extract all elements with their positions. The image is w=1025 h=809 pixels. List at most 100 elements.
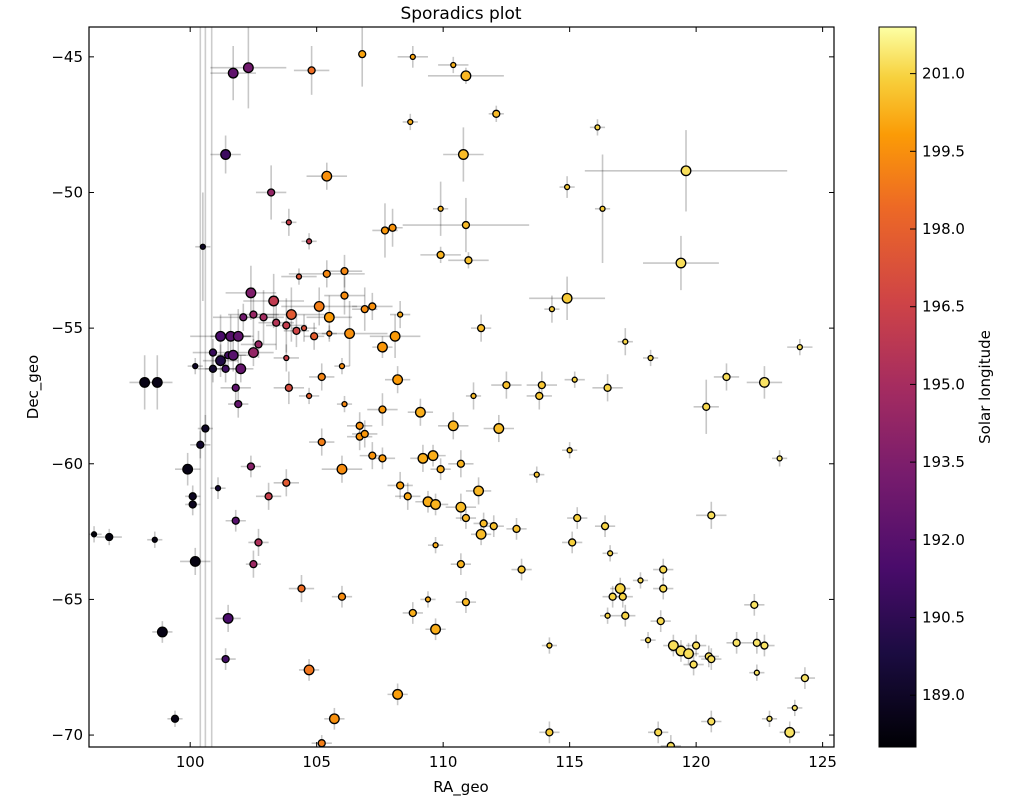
data-point xyxy=(680,165,692,177)
data-point xyxy=(512,524,521,534)
data-point xyxy=(392,374,404,386)
data-point xyxy=(791,704,798,712)
data-point xyxy=(614,583,626,595)
data-point xyxy=(151,536,158,543)
data-point xyxy=(683,648,694,660)
data-point xyxy=(407,118,414,126)
data-point xyxy=(603,383,612,392)
data-point xyxy=(300,324,308,332)
data-point xyxy=(272,318,281,327)
data-point xyxy=(199,243,206,250)
data-point xyxy=(408,608,417,618)
x-tick-label: 100 xyxy=(176,753,205,771)
data-point xyxy=(326,330,333,337)
data-point xyxy=(656,616,665,626)
data-point xyxy=(561,292,573,304)
y-tick-label: −70 xyxy=(51,726,83,744)
data-point xyxy=(245,287,257,299)
chart-title: Sporadics plot xyxy=(400,4,521,24)
data-point xyxy=(378,405,387,414)
data-point xyxy=(368,302,377,311)
data-point xyxy=(618,592,627,601)
data-point xyxy=(341,400,348,408)
y-axis-label: Dec_geo xyxy=(24,355,43,419)
data-point xyxy=(231,516,240,525)
data-point xyxy=(461,513,471,523)
data-point xyxy=(430,623,442,635)
data-point xyxy=(284,383,293,392)
colorbar-tick-label: 192.0 xyxy=(922,531,965,549)
data-point xyxy=(321,170,333,182)
data-point xyxy=(470,392,477,400)
data-point xyxy=(476,323,486,333)
data-point xyxy=(376,341,388,353)
data-point xyxy=(517,565,526,574)
data-point xyxy=(388,223,397,232)
colorbar-label: Solar longitude xyxy=(976,330,994,444)
data-point xyxy=(766,715,773,722)
data-point xyxy=(309,332,319,341)
data-point xyxy=(707,511,716,520)
data-point xyxy=(776,455,783,462)
data-point xyxy=(403,492,412,501)
data-point xyxy=(450,61,457,69)
data-point xyxy=(666,741,675,747)
data-point xyxy=(242,62,254,74)
data-point xyxy=(360,304,369,314)
data-point xyxy=(139,376,151,388)
data-point xyxy=(215,355,226,367)
data-point xyxy=(182,463,194,475)
data-point xyxy=(489,522,498,531)
x-axis-label: RA_geo xyxy=(433,778,489,797)
data-point xyxy=(436,250,445,260)
data-point xyxy=(568,538,577,547)
data-point xyxy=(170,714,180,723)
data-point xyxy=(475,528,487,540)
data-point xyxy=(667,640,679,651)
data-point xyxy=(644,636,652,644)
data-point xyxy=(337,592,347,601)
data-point xyxy=(622,338,629,345)
y-axis: −45 −50 −55 −60 −65 −70 xyxy=(51,48,834,744)
data-point xyxy=(492,109,501,118)
data-point xyxy=(447,420,459,432)
data-point xyxy=(227,67,239,79)
data-point xyxy=(151,376,163,388)
data-point xyxy=(758,376,770,388)
data-point xyxy=(239,313,248,322)
data-point xyxy=(573,513,582,523)
data-point xyxy=(732,638,741,647)
colorbar-ticks: 189.0 190.5 192.0 193.5 195.0 196.5 198.0 199.5… xyxy=(910,65,965,704)
data-point xyxy=(750,600,759,609)
data-point xyxy=(338,362,346,370)
data-point xyxy=(455,501,467,513)
colorbar-tick-label: 201.0 xyxy=(922,65,965,83)
data-point xyxy=(285,219,292,226)
data-point xyxy=(249,310,258,319)
data-point xyxy=(537,380,546,390)
colorbar-tick-label: 196.5 xyxy=(922,298,965,316)
data-point xyxy=(427,450,439,462)
data-point xyxy=(221,654,230,664)
data-point xyxy=(307,66,316,75)
data-point xyxy=(461,220,471,230)
data-point xyxy=(247,347,259,358)
data-point xyxy=(621,611,630,620)
data-point xyxy=(548,305,556,313)
data-point xyxy=(707,717,716,726)
error-bars xyxy=(89,27,816,747)
data-point xyxy=(220,149,232,160)
data-point xyxy=(268,295,280,307)
data-point xyxy=(297,584,306,593)
data-points xyxy=(90,49,810,747)
data-point xyxy=(231,383,240,392)
data-point xyxy=(563,183,571,191)
data-point xyxy=(188,492,197,501)
data-point xyxy=(752,638,761,647)
data-point xyxy=(192,362,199,370)
data-point xyxy=(707,654,716,664)
data-point xyxy=(546,642,553,649)
data-point xyxy=(599,205,606,212)
data-point xyxy=(378,454,387,463)
data-point xyxy=(295,273,303,280)
